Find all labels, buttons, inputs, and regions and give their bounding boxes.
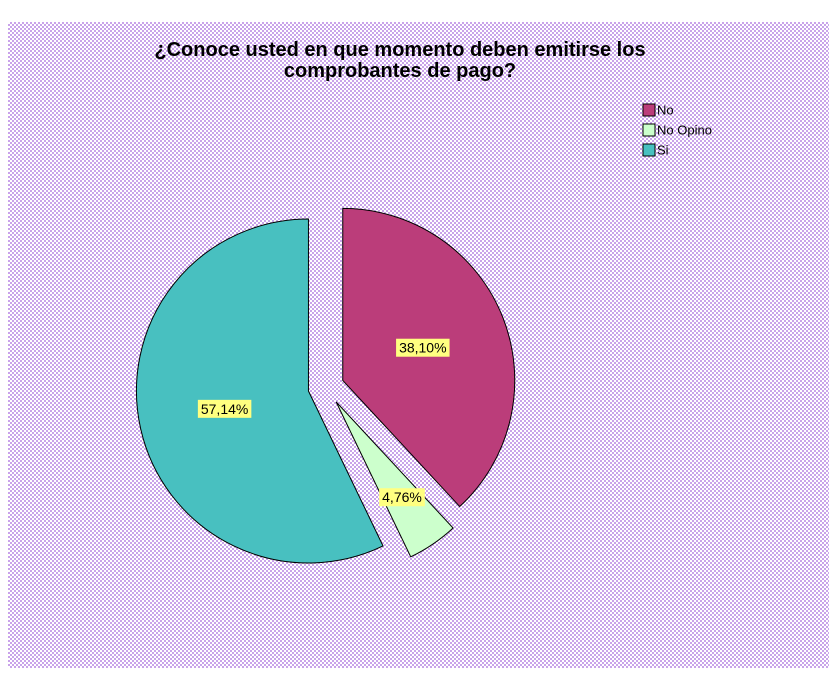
data-label-background — [396, 338, 450, 357]
data-label-background — [197, 399, 252, 418]
pie-slice — [135, 218, 384, 564]
data-label: 38,10% — [399, 340, 446, 356]
pie: 38,10% 4,76% 57,14% — [135, 207, 516, 564]
pie-slice — [342, 207, 516, 508]
data-label-background — [379, 488, 425, 507]
chart-title: ¿Conoce usted en que momento deben emiti… — [154, 39, 646, 82]
pie-slice — [335, 401, 454, 558]
legend: No No Opino Si — [642, 102, 712, 157]
legend-label: Si — [657, 142, 669, 157]
data-label: 57,14% — [201, 401, 248, 417]
legend-swatch — [642, 123, 656, 137]
legend-label: No Opino — [657, 122, 712, 137]
legend-swatch — [642, 103, 656, 117]
legend-label: No — [657, 102, 674, 117]
data-label: 4,76% — [382, 489, 422, 505]
legend-swatch — [642, 143, 656, 157]
